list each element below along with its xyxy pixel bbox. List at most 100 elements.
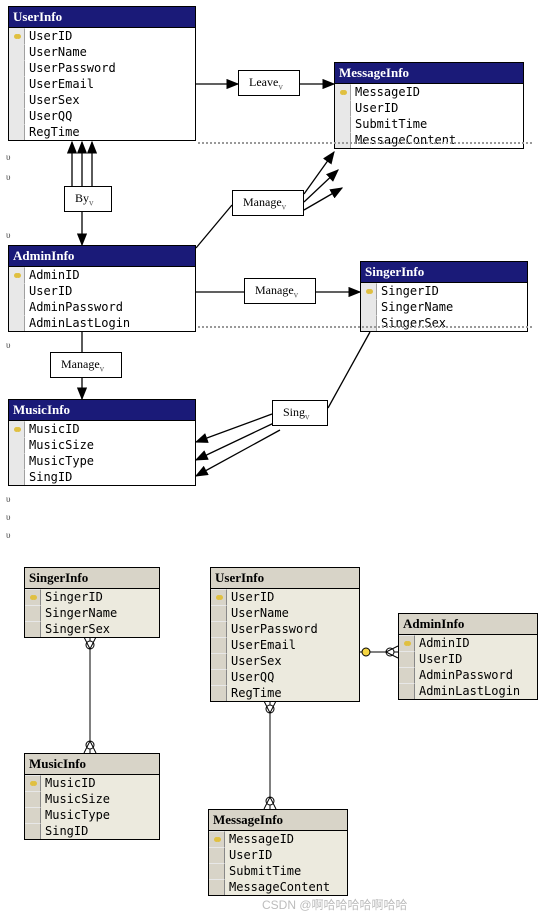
primary-key-icon bbox=[25, 775, 41, 791]
entity-field: SubmitTime bbox=[335, 116, 523, 132]
relationship-label-by: Byv bbox=[64, 186, 112, 212]
field-label: UserName bbox=[227, 605, 359, 621]
field-key-cell bbox=[25, 807, 41, 823]
entity-header: UserInfo bbox=[211, 568, 359, 589]
field-key-cell bbox=[399, 667, 415, 683]
field-label: SubmitTime bbox=[225, 863, 347, 879]
field-label: RegTime bbox=[25, 124, 195, 140]
field-key-cell bbox=[211, 637, 227, 653]
entity-field: AdminID bbox=[399, 635, 537, 651]
primary-key-icon bbox=[25, 589, 41, 605]
entity-field: MusicSize bbox=[25, 791, 159, 807]
entity-field: MessageContent bbox=[209, 879, 347, 895]
entity-field: UserQQ bbox=[9, 108, 195, 124]
field-key-cell bbox=[9, 108, 25, 124]
field-key-cell bbox=[209, 879, 225, 895]
field-key-cell bbox=[25, 791, 41, 807]
margin-marker: υ bbox=[6, 340, 10, 350]
field-key-cell bbox=[9, 124, 25, 140]
field-label: UserEmail bbox=[25, 76, 195, 92]
field-label: UserQQ bbox=[227, 669, 359, 685]
field-label: MessageID bbox=[225, 831, 347, 847]
primary-key-icon bbox=[361, 283, 377, 299]
entity-field: AdminLastLogin bbox=[399, 683, 537, 699]
entity-field: SingerName bbox=[361, 299, 527, 315]
field-label: UserID bbox=[227, 589, 359, 605]
field-key-cell bbox=[361, 315, 377, 331]
field-label: SingerSex bbox=[41, 621, 159, 637]
field-label: UserID bbox=[415, 651, 537, 667]
field-label: SingID bbox=[41, 823, 159, 839]
diagram-canvas: { "colors": { "header_dark_bg": "#1a1a78… bbox=[0, 0, 556, 916]
entity-header: UserInfo bbox=[9, 7, 195, 28]
primary-key-icon bbox=[9, 28, 25, 44]
entity-header: SingerInfo bbox=[25, 568, 159, 589]
entity-field: MessageID bbox=[335, 84, 523, 100]
entity-field: UserID bbox=[9, 283, 195, 299]
entity-field: UserSex bbox=[211, 653, 359, 669]
field-label: AdminLastLogin bbox=[25, 315, 195, 331]
entity-field: UserID bbox=[211, 589, 359, 605]
margin-marker: υ bbox=[6, 230, 10, 240]
entity-field: MusicSize bbox=[9, 437, 195, 453]
entity-field: UserSex bbox=[9, 92, 195, 108]
entity-admininfo_bot: AdminInfoAdminIDUserIDAdminPasswordAdmin… bbox=[398, 613, 538, 700]
field-key-cell bbox=[25, 621, 41, 637]
field-label: MessageContent bbox=[225, 879, 347, 895]
field-key-cell bbox=[335, 100, 351, 116]
field-key-cell bbox=[9, 92, 25, 108]
field-key-cell bbox=[335, 132, 351, 148]
entity-field: MusicID bbox=[25, 775, 159, 791]
entity-header: AdminInfo bbox=[9, 246, 195, 267]
entity-musicinfo_top: MusicInfoMusicIDMusicSizeMusicTypeSingID bbox=[8, 399, 196, 486]
entity-field: AdminPassword bbox=[9, 299, 195, 315]
entity-field: UserID bbox=[399, 651, 537, 667]
entity-field: UserEmail bbox=[9, 76, 195, 92]
field-key-cell bbox=[9, 315, 25, 331]
field-label: UserID bbox=[225, 847, 347, 863]
entity-field: UserID bbox=[9, 28, 195, 44]
field-label: SingerID bbox=[41, 589, 159, 605]
relationship-label-sing: Singv bbox=[272, 400, 328, 426]
field-key-cell bbox=[335, 116, 351, 132]
dotted-separator bbox=[198, 142, 532, 144]
field-key-cell bbox=[25, 605, 41, 621]
entity-field: SingerName bbox=[25, 605, 159, 621]
field-key-cell bbox=[211, 621, 227, 637]
primary-key-icon bbox=[399, 635, 415, 651]
field-key-cell bbox=[9, 60, 25, 76]
entity-field: UserEmail bbox=[211, 637, 359, 653]
entity-field: SingerSex bbox=[361, 315, 527, 331]
field-label: AdminPassword bbox=[25, 299, 195, 315]
field-label: UserID bbox=[25, 283, 195, 299]
margin-marker: υ bbox=[6, 512, 10, 522]
field-key-cell bbox=[211, 605, 227, 621]
field-key-cell bbox=[9, 283, 25, 299]
field-label: SubmitTime bbox=[351, 116, 523, 132]
field-label: UserID bbox=[25, 28, 195, 44]
entity-messageinfo_top: MessageInfoMessageIDUserIDSubmitTimeMess… bbox=[334, 62, 524, 149]
entity-header: SingerInfo bbox=[361, 262, 527, 283]
entity-field: SingID bbox=[9, 469, 195, 485]
entity-header: MusicInfo bbox=[9, 400, 195, 421]
relationship-label-leave: Leavev bbox=[238, 70, 300, 96]
field-label: MessageContent bbox=[351, 132, 523, 148]
field-label: MessageID bbox=[351, 84, 523, 100]
field-key-cell bbox=[9, 469, 25, 485]
field-label: SingID bbox=[25, 469, 195, 485]
entity-musicinfo_bot: MusicInfoMusicIDMusicSizeMusicTypeSingID bbox=[24, 753, 160, 840]
entity-field: RegTime bbox=[9, 124, 195, 140]
entity-field: MessageContent bbox=[335, 132, 523, 148]
primary-key-icon bbox=[209, 831, 225, 847]
entity-field: UserID bbox=[209, 847, 347, 863]
field-label: UserPassword bbox=[25, 60, 195, 76]
watermark-text: CSDN @啊哈哈哈哈啊哈哈 bbox=[262, 896, 408, 913]
dotted-separator bbox=[198, 326, 532, 328]
primary-key-icon bbox=[335, 84, 351, 100]
field-label: UserEmail bbox=[227, 637, 359, 653]
entity-header: MessageInfo bbox=[209, 810, 347, 831]
entity-field: MessageID bbox=[209, 831, 347, 847]
field-label: UserName bbox=[25, 44, 195, 60]
entity-field: UserName bbox=[9, 44, 195, 60]
entity-field: SubmitTime bbox=[209, 863, 347, 879]
